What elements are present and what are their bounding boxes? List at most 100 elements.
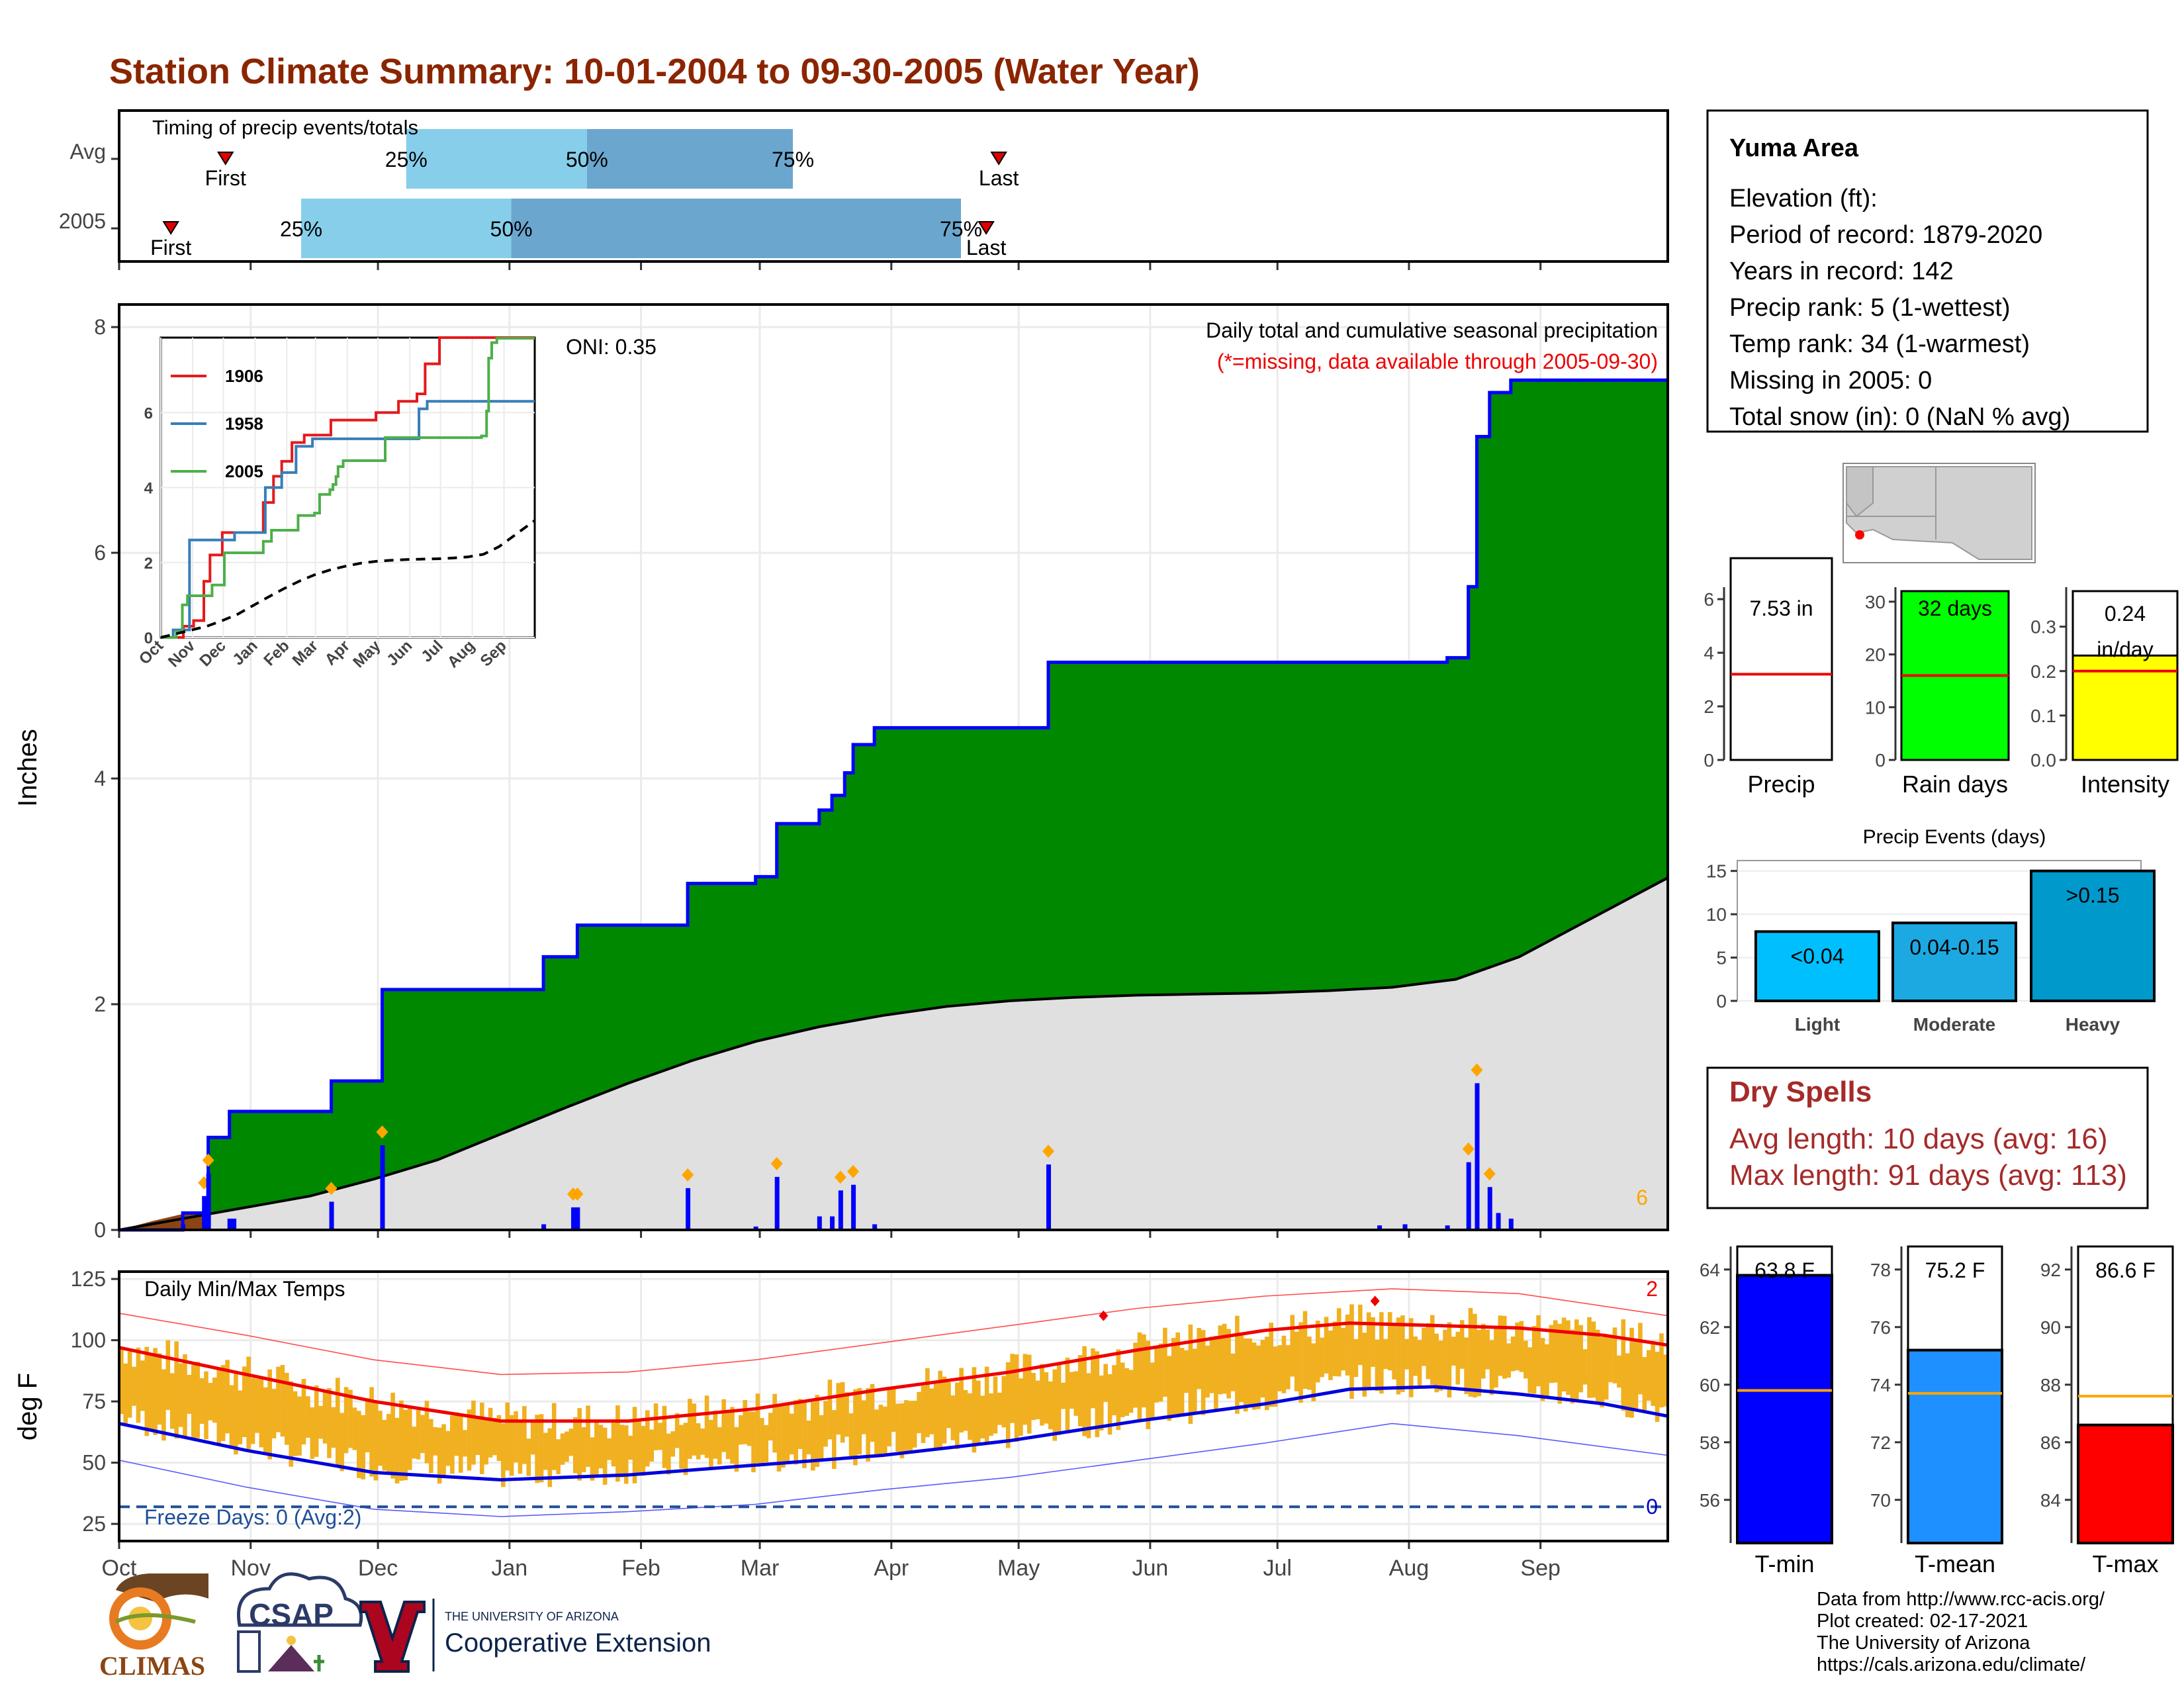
daily-temp-range-bar <box>1260 1340 1265 1398</box>
temp-bar-y-tick-label: 76 <box>1870 1317 1891 1338</box>
daily-temp-range-bar <box>870 1383 875 1442</box>
precip-y-tick-label: 0 <box>94 1218 106 1242</box>
events-bar-value-label: <0.04 <box>1791 944 1844 968</box>
daily-temp-range-bar <box>1226 1329 1231 1399</box>
daily-temp-range-bar <box>739 1415 743 1445</box>
daily-temp-range-bar <box>1413 1336 1418 1376</box>
cumulative-2005-line <box>119 378 1668 1232</box>
precip-y-tick-label: 8 <box>94 315 106 339</box>
temp-bar-y-tick-label: 90 <box>2040 1317 2061 1338</box>
daily-temp-range-bar <box>306 1396 310 1438</box>
daily-temp-range-bar <box>1574 1319 1579 1401</box>
temp-bar-name: T-min <box>1755 1550 1815 1577</box>
daily-temp-range-bar <box>1642 1357 1647 1411</box>
footer-line-4: https://cals.arizona.edu/climate/ <box>1817 1654 2086 1675</box>
daily-temp-range-bar <box>662 1405 667 1468</box>
daily-temp-range-bar <box>1494 1327 1498 1388</box>
daily-temp-range-bar <box>1273 1346 1278 1407</box>
daily-temp-range-bar <box>1179 1348 1185 1417</box>
daily-temp-range-bar <box>794 1400 798 1465</box>
daily-temp-range-bar <box>1005 1362 1011 1448</box>
daily-temp-range-bar <box>1371 1317 1375 1367</box>
daily-temp-range-bar <box>997 1392 1002 1425</box>
daily-temp-range-bar <box>1473 1313 1477 1398</box>
timing-bar-25-50 <box>406 129 587 189</box>
daily-temp-range-bar <box>899 1403 905 1458</box>
events-y-tick-label: 5 <box>1716 948 1727 968</box>
temp-month-label: Aug <box>1389 1556 1430 1581</box>
daily-temp-range-bar <box>1146 1340 1151 1430</box>
daily-temp-range-bar <box>475 1419 480 1455</box>
daily-temp-range-bar <box>1540 1338 1545 1401</box>
daily-temp-range-bar <box>314 1385 319 1457</box>
daily-temp-range-bar <box>445 1430 451 1466</box>
daily-temp-range-bar <box>781 1406 786 1468</box>
daily-temp-range-bar <box>688 1399 692 1459</box>
daily-temp-range-bar <box>1392 1325 1396 1380</box>
daily-precip-bar <box>227 1218 232 1230</box>
daily-temp-range-bar <box>1277 1345 1282 1391</box>
daily-precip-bar <box>1445 1225 1450 1230</box>
oni-label: ONI: 0.35 <box>566 335 657 359</box>
mini-bar-value-label: 7.53 in <box>1749 596 1813 620</box>
daily-temp-range-bar <box>797 1399 803 1449</box>
mini-bar-y-tick-label: 0 <box>1704 750 1714 771</box>
daily-temp-range-bar <box>611 1423 616 1467</box>
timing-event-marker <box>990 152 1007 165</box>
daily-temp-range-bar <box>1353 1338 1359 1378</box>
precip-y-tick-label: 6 <box>94 541 106 565</box>
daily-temp-range-bar <box>1065 1358 1070 1434</box>
daily-temp-range-bar <box>730 1407 735 1464</box>
heavy-event-marker <box>1462 1142 1475 1156</box>
events-category-label: Light <box>1795 1014 1840 1035</box>
daily-temp-range-bar <box>530 1422 535 1455</box>
precip-y-axis-label: Inches <box>13 729 42 807</box>
daily-temp-range-bar <box>743 1400 748 1444</box>
average-cumulative-line <box>118 876 1668 1231</box>
daily-temp-range-bar <box>1489 1340 1494 1395</box>
daily-temp-range-bar <box>819 1415 824 1460</box>
temp-bar-y-tick-label: 88 <box>2040 1375 2061 1395</box>
mini-bar-y-tick-label: 0 <box>1875 750 1886 771</box>
daily-temp-range-bar <box>1549 1325 1554 1383</box>
daily-temp-range-bar <box>509 1415 514 1476</box>
daily-temp-range-bar <box>1315 1321 1320 1383</box>
daily-precip-bar <box>202 1196 207 1230</box>
daily-temp-range-bar <box>165 1340 171 1410</box>
record-high-marker <box>1370 1295 1380 1307</box>
daily-precip-bar <box>851 1184 856 1230</box>
temp-count-top: 2 <box>1646 1277 1658 1301</box>
daily-precip-bar <box>1402 1224 1408 1230</box>
daily-temp-range-bar <box>785 1405 790 1462</box>
daily-temp-range-bar <box>136 1347 141 1423</box>
daily-temp-range-bar <box>950 1395 956 1440</box>
daily-temp-range-bar <box>399 1400 404 1481</box>
events-category-label: Heavy <box>2066 1014 2120 1035</box>
station-line-5: Temp rank: 34 (1-warmest) <box>1729 330 2030 358</box>
daily-temp-range-bar <box>1362 1333 1367 1397</box>
daily-precip-bar <box>541 1224 547 1230</box>
daily-temp-range-bar <box>717 1427 722 1465</box>
timing-event-marker <box>978 221 995 235</box>
daily-temp-range-bar <box>259 1379 264 1448</box>
daily-temp-range-bar <box>598 1425 604 1469</box>
daily-temp-range-bar <box>696 1423 701 1460</box>
inset-average-line <box>160 519 536 639</box>
daily-temp-range-bar <box>276 1366 281 1432</box>
university-of-arizona-logo: THE UNIVERSITY OF ARIZONA Cooperative Ex… <box>359 1599 711 1673</box>
daily-temp-range-bar <box>463 1430 467 1457</box>
daily-temp-range-bar <box>789 1413 794 1455</box>
daily-temp-range-bar <box>1464 1337 1469 1395</box>
temp-bar-y-tick-label: 64 <box>1700 1260 1720 1280</box>
daily-temp-range-bar <box>242 1366 247 1438</box>
daily-temp-range-bar <box>267 1369 272 1460</box>
events-bar-heavy <box>2030 869 2156 1003</box>
daily-temp-range-bar <box>556 1439 561 1474</box>
daily-temp-range-bar <box>679 1425 684 1469</box>
daily-temp-range-bar <box>1192 1348 1197 1413</box>
daily-temp-range-bar <box>972 1367 977 1453</box>
daily-temp-range-bar <box>1587 1317 1592 1398</box>
daily-temp-range-bar <box>153 1348 158 1435</box>
daily-temp-range-bar <box>382 1419 387 1471</box>
daily-temp-range-bar <box>882 1406 887 1456</box>
